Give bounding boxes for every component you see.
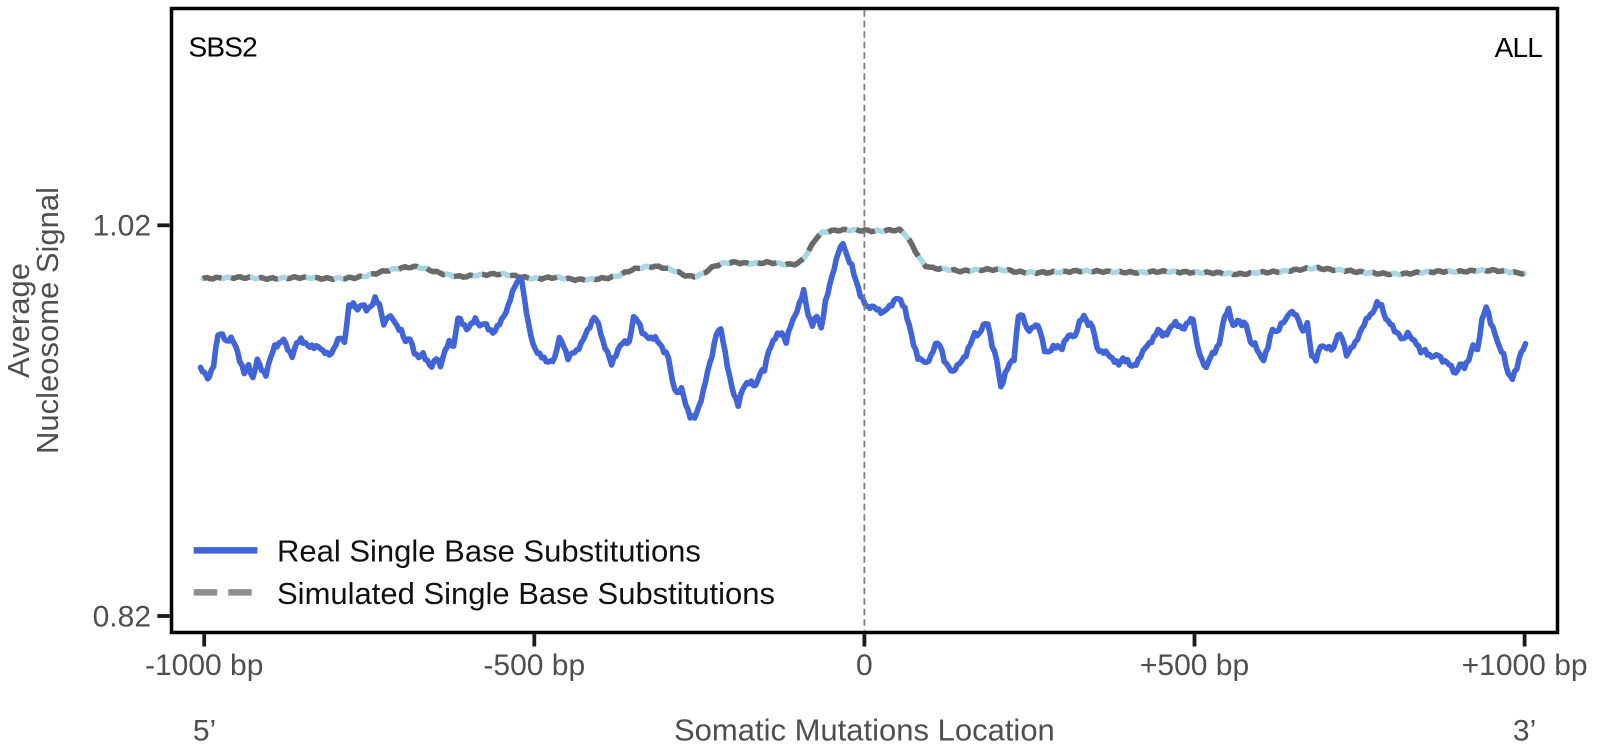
- svg-text:3’: 3’: [1513, 715, 1536, 748]
- svg-text:+500 bp: +500 bp: [1140, 649, 1249, 682]
- svg-text:0.82: 0.82: [93, 600, 151, 633]
- svg-text:Somatic Mutations Location: Somatic Mutations Location: [674, 713, 1055, 748]
- svg-text:-500 bp: -500 bp: [483, 649, 585, 682]
- svg-text:ALL: ALL: [1495, 32, 1543, 63]
- svg-text:+1000 bp: +1000 bp: [1462, 649, 1588, 682]
- svg-text:0: 0: [856, 649, 873, 682]
- svg-text:Real Single Base Substitutions: Real Single Base Substitutions: [277, 534, 701, 569]
- svg-text:SBS2: SBS2: [189, 32, 258, 63]
- svg-text:Simulated Single Base Substitu: Simulated Single Base Substitutions: [277, 576, 775, 611]
- svg-text:1.02: 1.02: [93, 210, 151, 243]
- svg-text:-1000 bp: -1000 bp: [145, 649, 263, 682]
- svg-text:AverageNucleosome Signal: AverageNucleosome Signal: [1, 187, 65, 454]
- svg-text:5’: 5’: [193, 715, 216, 748]
